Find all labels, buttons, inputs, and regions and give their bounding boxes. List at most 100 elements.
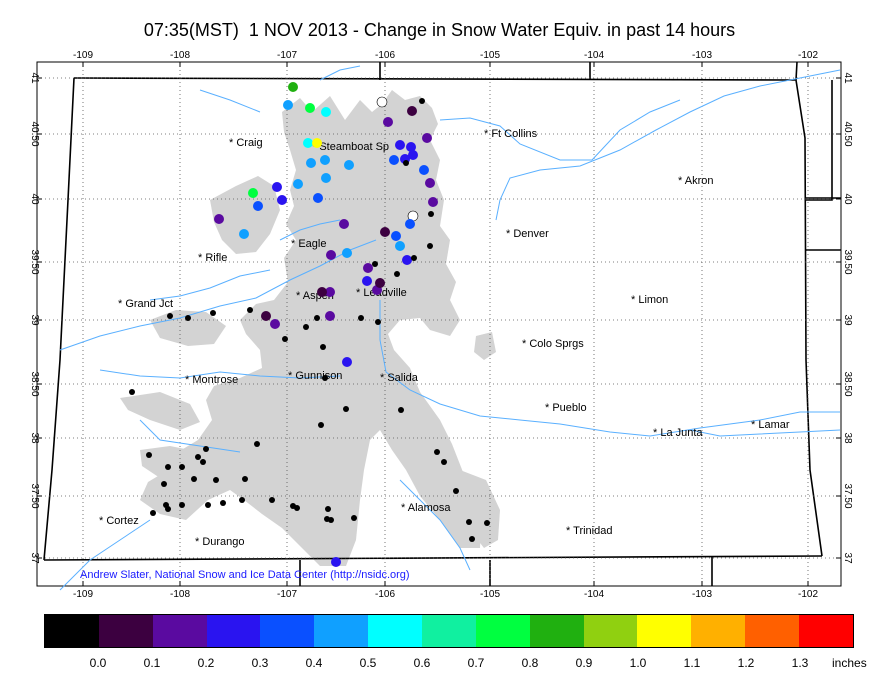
lon-tick-label: -105 [480,589,500,600]
station-marker [321,173,331,183]
legend-tick-label: 0.2 [197,656,215,670]
station-marker [434,449,440,455]
legend-units: inches [832,656,867,670]
station-marker [395,140,405,150]
lon-tick-label: -102 [798,50,818,61]
station-marker [303,138,313,148]
lon-tick-label: -108 [170,50,190,61]
city-label: * Gunnison [288,370,342,382]
lon-tick-label: -109 [73,50,93,61]
legend-tick-label: 0.6 [413,656,431,670]
legend-tick-label: 0.4 [305,656,323,670]
station-marker [282,336,288,342]
station-marker [408,150,418,160]
rivers [59,65,841,591]
city-label: * Eagle [291,238,326,250]
station-marker [383,117,393,127]
station-marker [317,287,327,297]
station-markers [129,82,490,567]
legend-swatch [368,615,423,647]
station-marker [328,517,334,523]
lon-tick-label: -106 [375,589,395,600]
station-marker [179,502,185,508]
legend-tick-label: 0.5 [359,656,377,670]
legend-swatch [637,615,692,647]
lat-tick-label: 38.50 [842,371,853,396]
station-marker [314,315,320,321]
station-marker [203,446,209,452]
lat-ticks-right: 41 40.50 40 39.50 39 38.50 38 37.50 37 [836,72,853,564]
station-marker [320,155,330,165]
lat-tick-label: 39 [29,314,40,326]
lat-tick-label: 41 [29,72,40,84]
lat-tick-label: 40.50 [842,121,853,146]
station-marker [293,179,303,189]
lon-tick-label: -103 [692,589,712,600]
station-marker [358,315,364,321]
lat-tick-label: 37.50 [842,483,853,508]
legend-tick-label: 0.3 [251,656,269,670]
city-label: * Rifle [198,252,227,264]
map-title: 07:35(MST) 1 NOV 2013 - Change in Snow W… [143,20,736,40]
station-marker [146,452,152,458]
station-marker [200,459,206,465]
lat-tick-label: 38.50 [29,371,40,396]
lon-tick-label: -107 [277,50,297,61]
legend-swatch [799,615,853,647]
lat-tick-label: 37.50 [29,483,40,508]
city-label: * Cortez [99,515,139,527]
station-marker [342,248,352,258]
legend-tick-label: 0.0 [89,656,107,670]
station-marker [403,160,409,166]
lat-tick-label: 40 [842,193,853,205]
station-marker [318,422,324,428]
lat-tick-label: 38 [29,432,40,444]
station-marker [362,276,372,286]
station-marker [325,506,331,512]
color-legend [44,614,854,648]
station-marker [325,287,335,297]
station-marker [344,160,354,170]
station-marker [239,497,245,503]
station-marker [405,219,415,229]
station-marker [253,201,263,211]
city-label: * Craig [229,137,263,149]
station-marker [167,313,173,319]
lon-tick-label: -102 [798,589,818,600]
city-label: * Alamosa [401,502,451,514]
legend-tick-label: 1.3 [791,656,809,670]
lon-tick-label: -103 [692,50,712,61]
lat-tick-label: 39.50 [29,249,40,274]
station-marker [428,197,438,207]
city-label: * Salida [380,372,419,384]
legend-swatch [583,615,638,647]
lon-tick-label: -105 [480,50,500,61]
station-marker [425,178,435,188]
lat-ticks-left: 41 40.50 40 39.50 39 38.50 38 37.50 37 [29,72,42,564]
station-marker [469,536,475,542]
legend-swatch [314,615,369,647]
legend-tick-label: 1.0 [629,656,647,670]
station-marker [288,82,298,92]
city-label: * Montrose [185,374,238,386]
station-marker [339,219,349,229]
legend-swatch [45,615,99,647]
lon-ticks-top: -109 -108 -107 -106 -105 -104 -103 -102 [73,50,818,67]
lat-tick-label: 39 [842,314,853,326]
lon-tick-label: -109 [73,589,93,600]
lat-tick-label: 41 [842,72,853,84]
station-marker [351,515,357,521]
lat-lon-grid [37,62,841,586]
station-marker [380,227,390,237]
legend-tick-label: 1.2 [737,656,755,670]
station-marker [453,488,459,494]
legend-tick-label: 0.9 [575,656,593,670]
station-marker [320,344,326,350]
legend-swatch [475,615,530,647]
city-label: * Akron [678,175,713,187]
lon-tick-label: -107 [277,589,297,600]
legend-swatch [206,615,261,647]
station-marker [484,520,490,526]
station-marker [427,243,433,249]
city-label: * Ft Collins [484,128,538,140]
